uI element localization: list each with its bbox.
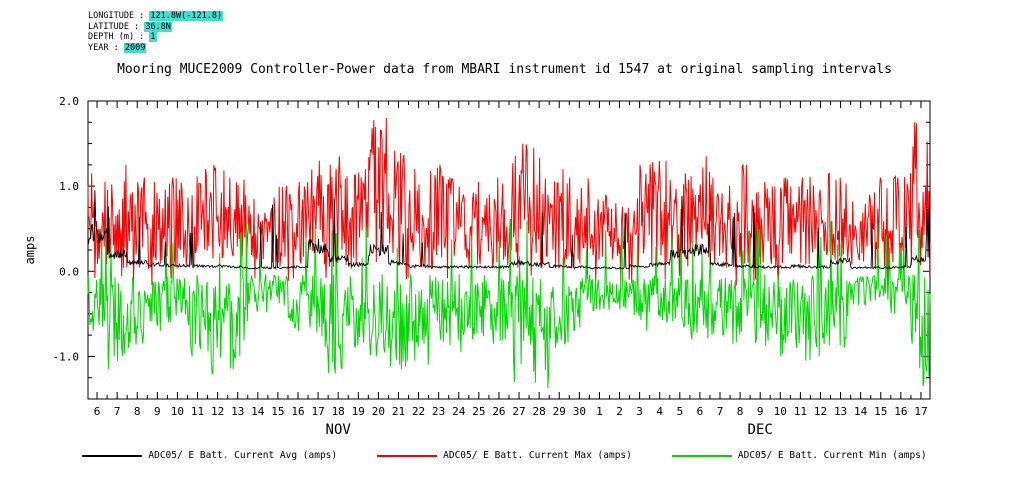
x-tick-label: 29 xyxy=(553,405,566,418)
x-tick-label: 9 xyxy=(757,405,764,418)
x-tick-label: 6 xyxy=(697,405,704,418)
series-line-avg xyxy=(87,190,931,271)
legend-swatch-avg xyxy=(82,454,143,457)
x-tick-label: 21 xyxy=(392,405,405,418)
x-tick-label: 9 xyxy=(154,405,161,418)
meta-value-latitude: 36.8N xyxy=(144,21,172,32)
y-tick-label: -1.0 xyxy=(53,350,80,363)
meta-value-year: 2009 xyxy=(123,42,147,53)
x-tick-label: 4 xyxy=(656,405,663,418)
x-tick-label: 8 xyxy=(134,405,141,418)
legend-item-avg: ADC05/ E Batt. Current Avg (amps) xyxy=(82,450,337,461)
meta-label-latitude: LATITUDE : xyxy=(88,21,140,32)
meta-row-year: YEAR : 2009 xyxy=(88,42,223,54)
meta-label-year: YEAR : xyxy=(88,42,119,53)
legend-swatch-max xyxy=(377,454,438,457)
x-tick-label: 5 xyxy=(676,405,683,418)
chart-title: Mooring MUCE2009 Controller-Power data f… xyxy=(117,62,892,77)
series-line-min xyxy=(87,221,931,389)
x-tick-label: 7 xyxy=(114,405,121,418)
x-tick-label: 2 xyxy=(616,405,623,418)
meta-value-depth: 1 xyxy=(149,32,157,42)
x-tick-label: 15 xyxy=(271,405,284,418)
meta-row-depth: DEPTH (m) : 1 xyxy=(88,32,223,43)
x-tick-label: 20 xyxy=(372,405,385,418)
x-tick-label: 14 xyxy=(251,405,265,418)
x-tick-label: 13 xyxy=(231,405,244,418)
x-tick-label: 1 xyxy=(596,405,603,418)
x-tick-label: 13 xyxy=(834,405,847,418)
x-tick-label: 16 xyxy=(894,405,907,418)
month-label: NOV xyxy=(326,422,352,438)
x-tick-label: 17 xyxy=(914,405,927,418)
x-tick-label: 10 xyxy=(774,405,787,418)
x-tick-label: 25 xyxy=(472,405,485,418)
x-tick-label: 15 xyxy=(874,405,887,418)
y-tick-label: 0.0 xyxy=(59,265,79,278)
y-tick-label: 1.0 xyxy=(59,180,79,193)
legend-label-max: ADC05/ E Batt. Current Max (amps) xyxy=(443,450,632,461)
x-tick-label: 30 xyxy=(573,405,586,418)
meta-label-longitude: LONGITUDE : xyxy=(88,11,145,21)
x-tick-label: 28 xyxy=(533,405,546,418)
x-tick-label: 16 xyxy=(291,405,304,418)
x-tick-label: 27 xyxy=(512,405,525,418)
metadata-block: LONGITUDE : 121.8W(-121.8) LATITUDE : 36… xyxy=(88,11,224,54)
x-tick-label: 24 xyxy=(452,405,466,418)
y-axis-label: amps xyxy=(23,236,37,265)
series-line-max xyxy=(87,117,931,286)
x-tick-label: 12 xyxy=(814,405,827,418)
legend-label-avg: ADC05/ E Batt. Current Avg (amps) xyxy=(148,450,338,461)
x-tick-label: 10 xyxy=(171,405,184,418)
meta-value-longitude: 121.8W(-121.8) xyxy=(149,11,224,21)
meta-row-latitude: LATITUDE : 36.8N xyxy=(88,21,223,33)
x-tick-label: 7 xyxy=(717,405,724,418)
legend-item-min: ADC05/ E Batt. Current Min (amps) xyxy=(671,450,927,461)
legend-label-min: ADC05/ E Batt. Current Min (amps) xyxy=(737,450,927,461)
legend-item-max: ADC05/ E Batt. Current Max (amps) xyxy=(377,450,632,461)
legend: ADC05/ E Batt. Current Avg (amps) ADC05/… xyxy=(0,450,1009,461)
x-tick-label: 6 xyxy=(94,405,101,418)
x-tick-label: 18 xyxy=(332,405,345,418)
legend-swatch-min xyxy=(671,454,732,457)
x-tick-label: 19 xyxy=(352,405,365,418)
x-tick-label: 26 xyxy=(492,405,505,418)
y-tick-label: 2.0 xyxy=(59,95,79,108)
month-label: DEC xyxy=(748,422,773,438)
x-tick-label: 11 xyxy=(794,405,807,418)
meta-label-depth: DEPTH (m) : xyxy=(88,32,145,42)
x-tick-label: 3 xyxy=(636,405,643,418)
x-tick-label: 12 xyxy=(211,405,224,418)
x-tick-label: 22 xyxy=(412,405,425,418)
x-tick-label: 14 xyxy=(854,405,868,418)
meta-row-longitude: LONGITUDE : 121.8W(-121.8) xyxy=(88,11,224,22)
x-tick-label: 23 xyxy=(432,405,445,418)
x-tick-label: 11 xyxy=(191,405,204,418)
x-tick-label: 17 xyxy=(311,405,324,418)
x-tick-label: 8 xyxy=(737,405,744,418)
